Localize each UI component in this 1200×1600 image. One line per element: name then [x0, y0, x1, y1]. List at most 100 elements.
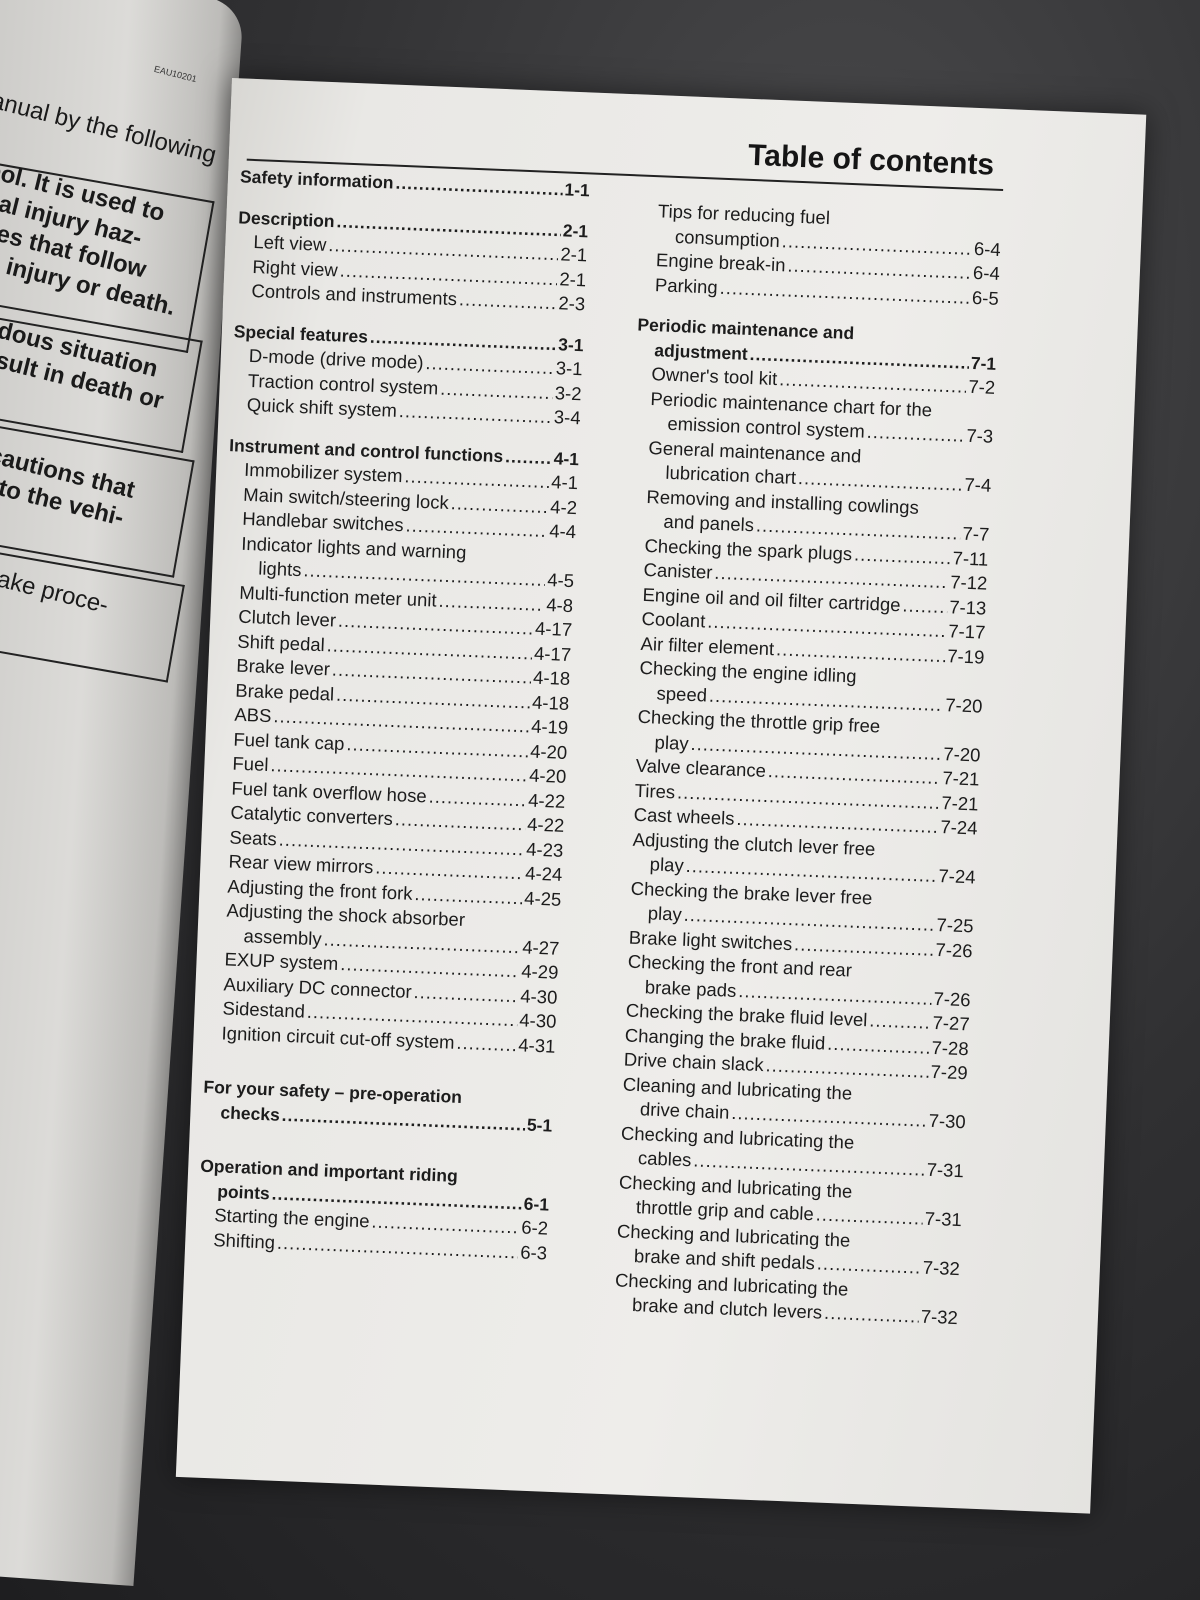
toc-page-number: 6-4 [972, 261, 1001, 284]
toc-entry-text: Brake lever [236, 654, 331, 680]
toc-page-number: 7-20 [944, 693, 983, 717]
dot-leader [902, 593, 948, 619]
toc-column-right: Tips for reducing fuelconsumption6-4Engi… [598, 199, 1003, 1331]
toc-page-number: 4-19 [530, 715, 569, 739]
toc-page-number: 7-4 [964, 473, 992, 496]
toc-page-number: 3-4 [553, 406, 582, 429]
toc-page-number: 7-31 [926, 1158, 965, 1182]
toc-entry-text: brake pads [644, 975, 737, 1001]
toc-page-number: 7-20 [943, 742, 981, 766]
toc-page-number: 7-32 [920, 1305, 959, 1329]
toc-page-number: 6-4 [973, 237, 1002, 260]
toc-page-number: 6-1 [523, 1193, 550, 1215]
toc-page-number: 4-8 [545, 593, 574, 616]
toc-page-number: 7-29 [930, 1060, 969, 1084]
toc-entry-text: drive chain [639, 1098, 730, 1123]
toc-page-number: 7-7 [962, 522, 990, 545]
toc-page-number: 4-22 [526, 813, 565, 836]
toc-entry-text: Quick shift system [246, 393, 398, 421]
toc-page-number: 7-3 [966, 424, 994, 447]
toc-page-number: 4-1 [550, 471, 579, 494]
toc-entry-text: points [216, 1180, 271, 1203]
toc-page-number: 7-21 [941, 791, 979, 815]
toc-entry-text: cables [637, 1147, 692, 1171]
toc-page-number: 7-2 [968, 375, 996, 398]
toc-page-number: 7-13 [948, 595, 987, 619]
toc-page-number: 2-1 [560, 243, 588, 266]
toc-page-number: 7-28 [931, 1036, 970, 1059]
toc-page-number: 3-1 [557, 333, 584, 355]
toc-page-number: 4-17 [534, 617, 573, 641]
toc-page-number: 4-5 [546, 569, 575, 592]
toc-entry-text: ABS [234, 703, 272, 727]
toc-page-number: 7-11 [952, 546, 989, 570]
toc-entry-text: Canister [643, 558, 713, 583]
toc-entry-text: Right view [252, 255, 339, 280]
toc-entry-text: speed [656, 682, 708, 706]
toc-page-number: 7-17 [947, 620, 986, 643]
toc-entry-text: Fuel [232, 752, 269, 776]
toc-entry-text: Seats [229, 826, 278, 849]
dot-leader [456, 1030, 517, 1057]
dot-leader [398, 399, 552, 430]
toc-page-number: 7-19 [946, 644, 985, 668]
toc-page-number: 2-3 [558, 292, 586, 315]
left-page-text-fragment: anual by the following [0, 86, 220, 169]
toc-entry-text: play [647, 902, 683, 925]
toc-page-number: 4-27 [521, 935, 560, 959]
dot-leader [866, 420, 965, 448]
toc-entry-text: play [654, 731, 690, 754]
right-page: Table of contents Safety information 1-1 D… [175, 78, 1147, 1514]
toc-page-number: 7-26 [933, 987, 972, 1010]
toc-entry-text: Coolant [641, 607, 706, 632]
toc-page-number: 7-25 [936, 913, 974, 937]
toc-page-number: 6-5 [971, 286, 1000, 309]
toc-page-number: 4-22 [527, 788, 566, 812]
toc-entry-text: Safety information [239, 166, 394, 193]
toc-page-number: 7-27 [932, 1011, 971, 1035]
toc-page-number: 7-21 [942, 767, 980, 790]
toc-page-number: 7-32 [922, 1256, 961, 1280]
toc-entry-text: Shifting [212, 1228, 276, 1253]
toc-page-number: 4-29 [520, 960, 559, 983]
dot-leader [824, 1301, 920, 1329]
toc-page-number: 3-1 [555, 357, 584, 380]
section-code: EAU10201 [153, 63, 198, 85]
toc-entry-text: adjustment [654, 339, 749, 364]
toc-page-number: 4-30 [518, 1009, 557, 1032]
toc-page-number: 4-1 [553, 447, 580, 469]
toc-entry-text: assembly [243, 924, 323, 949]
toc-page-number: 4-20 [529, 740, 568, 763]
toc-entry-text: Sidestand [222, 997, 306, 1022]
toc-page-number: 4-4 [548, 520, 577, 543]
toc-page-number: 2-1 [562, 219, 589, 241]
toc-entry-text: checks [220, 1101, 281, 1125]
page-title: Table of contents [747, 138, 995, 182]
dot-leader [505, 444, 552, 470]
toc-entry-text: Description [238, 206, 336, 231]
toc-page-number: 4-18 [531, 691, 570, 714]
toc-page-number: 7-24 [940, 816, 978, 839]
toc-page-number: 7-1 [970, 352, 997, 374]
toc-page-number: 6-2 [520, 1216, 549, 1239]
dot-leader [458, 287, 556, 315]
toc-page-number: 4-31 [517, 1033, 556, 1057]
toc-page-number: 7-24 [938, 865, 976, 888]
toc-entry-text: Parking [654, 273, 719, 298]
toc-entry-text: and panels [663, 510, 755, 536]
toc-entry-text: Shift pedal [237, 630, 326, 655]
toc-page-number: 4-30 [519, 984, 558, 1008]
toc-page-number: 7-30 [928, 1109, 967, 1133]
toc-entry-text: Tires [634, 779, 676, 802]
toc-page-number: 4-2 [549, 495, 578, 518]
toc-page-number: 7-31 [924, 1207, 963, 1231]
toc-page-number: 4-24 [524, 862, 563, 885]
toc-page-number: 4-23 [525, 837, 564, 861]
toc-entry-text: Left view [253, 231, 327, 255]
toc-page-number: 7-12 [949, 571, 988, 594]
toc-entry-text: lights [257, 557, 302, 581]
toc-page-number: 4-20 [528, 764, 567, 787]
toc-entry-text: play [649, 853, 685, 876]
toc-page-number: 6-3 [519, 1241, 548, 1264]
toc-page-number: 3-2 [554, 381, 583, 404]
